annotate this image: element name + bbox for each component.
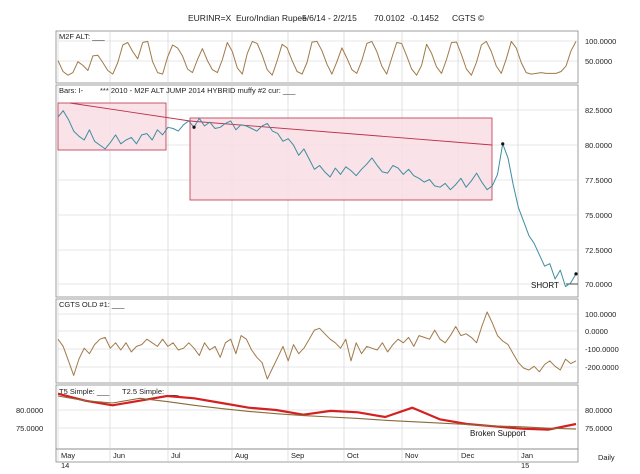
y-tick-label-left: 80.0000 bbox=[16, 406, 43, 415]
y-tick-label-left: 75.0000 bbox=[16, 424, 43, 433]
x-tick-label: Jan bbox=[521, 451, 533, 460]
channel-box-2 bbox=[189, 117, 493, 201]
y-tick-label: -100.0000 bbox=[585, 345, 619, 354]
y-tick-label: 50.0000 bbox=[585, 57, 612, 66]
panel-m2f-frame bbox=[55, 30, 579, 84]
period-label: Daily bbox=[598, 453, 615, 462]
y-tick-label: 82.5000 bbox=[585, 106, 612, 115]
t5-panel-title: T5 Simple: ___ bbox=[59, 387, 110, 396]
broken-support-annotation: Broken Support bbox=[470, 429, 526, 438]
date-axis-frame bbox=[55, 448, 579, 463]
x-tick-label: Oct bbox=[347, 451, 360, 460]
x-tick-label: Aug bbox=[235, 451, 248, 460]
chart-header: EURINR=X Euro/Indian Rupee 5/6/14 - 2/2/… bbox=[188, 13, 485, 23]
x-axis-labels: May Jun Jul Aug Sep Oct Nov Dec Jan 14 15 bbox=[61, 451, 533, 470]
vertical-gridlines bbox=[57, 31, 519, 462]
y-tick-labels: 100.0000 50.0000 82.5000 80.0000 77.5000 75.0… bbox=[16, 37, 619, 433]
y-tick-label: 72.5000 bbox=[585, 246, 612, 255]
series-line-t5_t25-1 bbox=[57, 395, 577, 430]
y-tick-label: 0.0000 bbox=[585, 327, 608, 336]
cgts-panel-title: CGTS OLD #1: ___ bbox=[59, 300, 125, 309]
panel-price-frame bbox=[55, 84, 579, 298]
y-tick-label: -200.0000 bbox=[585, 363, 619, 372]
y-tick-label: 100.0000 bbox=[585, 310, 616, 319]
pivot-marker bbox=[574, 272, 578, 276]
series-line-m2f_alt-0 bbox=[57, 40, 577, 76]
x-tick-label: Jul bbox=[171, 451, 181, 460]
header-last: 70.0102 bbox=[374, 13, 405, 23]
y-tick-label: 77.5000 bbox=[585, 176, 612, 185]
header-brand: CGTS © bbox=[452, 13, 485, 23]
header-symbol: EURINR=X bbox=[188, 13, 232, 23]
channel-box-1 bbox=[57, 102, 167, 151]
horizontal-gridlines bbox=[58, 40, 578, 429]
price-panel-subtitle: *** 2010 - M2F ALT JUMP 2014 HYBRID muff… bbox=[100, 86, 296, 95]
y-tick-label: 80.0000 bbox=[585, 141, 612, 150]
x-year-label: 14 bbox=[61, 461, 69, 470]
header-name: Euro/Indian Rupee bbox=[236, 13, 307, 23]
y-tick-label: 75.0000 bbox=[585, 424, 612, 433]
header-range: 5/6/14 - 2/2/15 bbox=[302, 13, 357, 23]
x-tick-label: May bbox=[61, 451, 75, 460]
y-tick-label: 80.0000 bbox=[585, 406, 612, 415]
trend-line-1 bbox=[69, 102, 191, 122]
x-tick-label: Dec bbox=[461, 451, 475, 460]
series-lines bbox=[57, 40, 578, 431]
price-annotations bbox=[57, 102, 578, 285]
x-tick-label: Sep bbox=[291, 451, 304, 460]
panel-cgts-frame bbox=[55, 298, 579, 384]
y-tick-label: 75.0000 bbox=[585, 211, 612, 220]
header-change: -0.1452 bbox=[410, 13, 439, 23]
price-panel-title: Bars: I- bbox=[59, 86, 84, 95]
t25-panel-title: T2.5 Simple: ___ bbox=[122, 387, 180, 396]
series-line-price-0 bbox=[57, 110, 577, 288]
pivot-marker bbox=[192, 125, 196, 129]
m2f-panel-title: M2F ALT: ___ bbox=[59, 32, 106, 41]
y-tick-label: 100.0000 bbox=[585, 37, 616, 46]
x-year-label: 15 bbox=[521, 461, 529, 470]
x-tick-label: Jun bbox=[113, 451, 125, 460]
short-annotation: SHORT bbox=[531, 281, 559, 290]
x-tick-label: Nov bbox=[405, 451, 419, 460]
series-line-cgts_old-0 bbox=[57, 311, 577, 380]
panel-frames bbox=[55, 30, 579, 463]
y-tick-label: 70.0000 bbox=[585, 280, 612, 289]
pivot-marker bbox=[501, 142, 505, 146]
